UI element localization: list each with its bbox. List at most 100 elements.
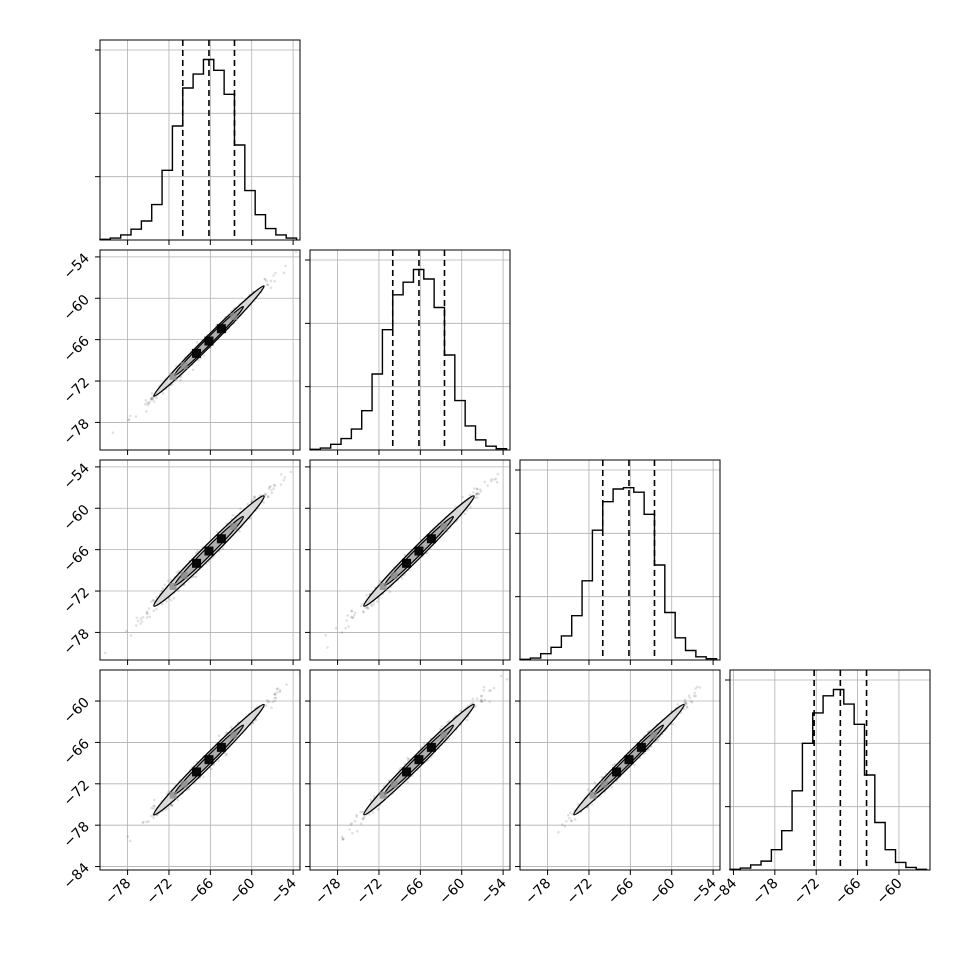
sample-point: [246, 502, 250, 506]
sample-point: [473, 496, 477, 500]
sample-point: [221, 547, 225, 550]
sample-point: [165, 792, 169, 795]
density-cell: [216, 324, 226, 334]
density-cell: [636, 742, 646, 752]
sample-point: [472, 487, 476, 490]
axes-frame: [99, 249, 301, 451]
sample-point: [273, 484, 277, 487]
density-cell: [216, 534, 226, 544]
sample-point: [369, 798, 373, 802]
sample-point: [150, 398, 153, 401]
sample-point: [684, 701, 688, 705]
sample-point: [569, 819, 573, 823]
sample-point: [488, 700, 491, 703]
sample-point: [139, 622, 142, 625]
sample-point: [482, 685, 486, 689]
sample-point: [561, 823, 564, 826]
sample-point: [179, 378, 182, 382]
y-tick-label: −72: [61, 777, 93, 809]
sample-point: [586, 788, 590, 791]
sample-point: [177, 569, 181, 573]
x-tick-label: −66: [185, 875, 217, 907]
sample-point: [152, 609, 156, 613]
sample-point: [350, 616, 354, 620]
y-tick-label: −60: [61, 695, 93, 727]
sample-point: [272, 692, 276, 696]
sample-point: [141, 615, 145, 619]
density-cell: [230, 731, 238, 739]
density-cell: [169, 373, 177, 381]
density-cell: [650, 731, 658, 739]
y-tick-label: −78: [61, 819, 93, 851]
panel-content: [310, 670, 510, 870]
sample-point: [633, 763, 636, 767]
histogram-step: [729, 688, 928, 871]
sample-point: [475, 493, 478, 496]
sample-point: [143, 402, 147, 406]
y-tick-label: −66: [61, 543, 93, 575]
sample-point: [140, 619, 144, 623]
sample-point: [282, 478, 286, 482]
sample-point: [150, 600, 153, 603]
sample-point: [270, 488, 273, 492]
sample-point: [134, 415, 138, 418]
sample-point: [264, 278, 267, 281]
sample-point: [193, 575, 196, 578]
density-cell: [180, 572, 188, 580]
sample-point: [362, 817, 365, 821]
sample-point: [177, 589, 180, 592]
sample-point: [289, 470, 293, 474]
x-tick-label: −60: [646, 876, 678, 908]
sample-point: [252, 495, 256, 499]
sample-point: [111, 431, 115, 434]
density-cell: [426, 742, 436, 752]
sample-point: [472, 491, 475, 494]
sample-point: [488, 689, 491, 692]
sample-point: [477, 492, 481, 496]
sample-point: [573, 818, 577, 821]
x-tick-label: −66: [605, 875, 637, 907]
y-tick-label: −84: [61, 860, 93, 892]
sample-point: [270, 706, 273, 709]
sample-point: [150, 392, 154, 395]
density-cell: [390, 572, 398, 580]
x-tick-label: −66: [832, 875, 864, 907]
density-cell: [379, 583, 387, 591]
x-tick-label: −72: [144, 876, 176, 908]
sample-point: [269, 279, 273, 283]
sample-point: [324, 633, 327, 637]
sample-point: [224, 753, 228, 757]
axes-frame: [519, 669, 721, 871]
panel-content: [100, 670, 300, 870]
sample-point: [167, 790, 170, 793]
sample-point: [269, 286, 273, 290]
sample-point: [694, 694, 698, 698]
sample-point: [195, 575, 198, 579]
sample-point: [153, 798, 156, 802]
sample-point: [368, 812, 371, 816]
sample-point: [264, 704, 268, 707]
sample-point: [268, 486, 272, 489]
sample-point: [273, 692, 277, 696]
sample-point: [399, 766, 403, 770]
sample-point: [251, 721, 255, 725]
sample-point: [191, 368, 195, 372]
sample-point: [340, 631, 344, 634]
density-cell: [600, 780, 608, 788]
sample-point: [350, 609, 354, 613]
sample-point: [152, 804, 155, 808]
x-tick-label: −78: [522, 876, 554, 908]
sample-point: [479, 699, 483, 703]
sample-point: [145, 401, 149, 405]
density-cell: [192, 558, 202, 568]
sample-point: [274, 271, 277, 275]
density-cell: [192, 348, 202, 358]
y-tick-label: −54: [61, 460, 93, 492]
sample-point: [264, 493, 268, 497]
sample-point: [151, 395, 154, 399]
sample-point: [440, 725, 443, 728]
sample-point: [334, 626, 338, 630]
sample-point: [683, 701, 686, 705]
sample-point: [163, 583, 167, 587]
sample-point: [685, 706, 689, 710]
